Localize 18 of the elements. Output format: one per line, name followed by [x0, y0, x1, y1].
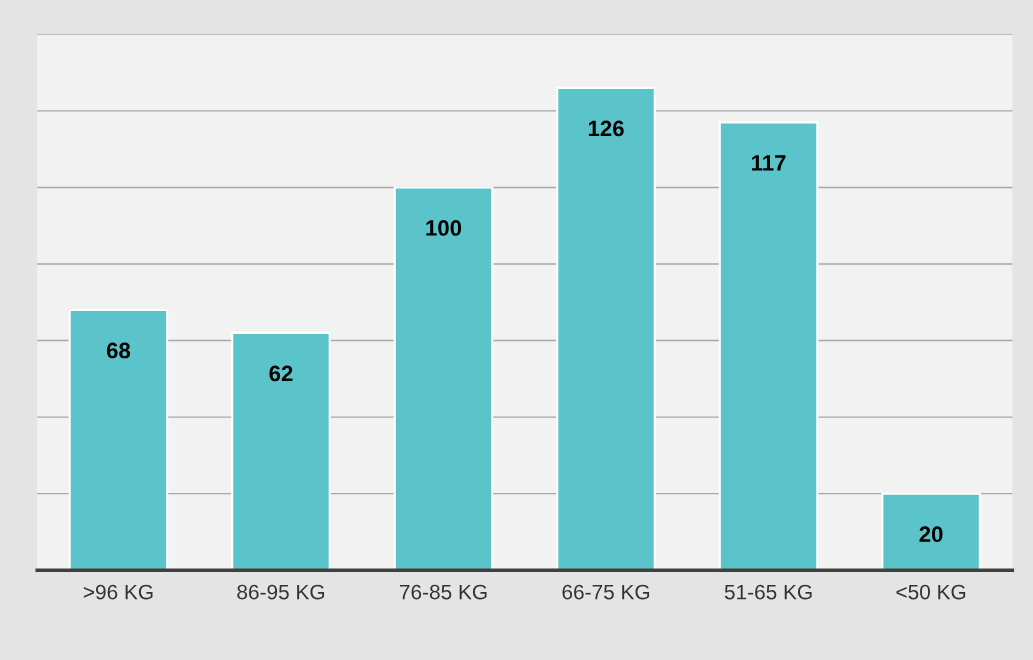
data-label: 100: [426, 220, 462, 236]
bar: [718, 121, 819, 571]
data-label: 68: [106, 342, 131, 359]
data-label: 126: [588, 120, 624, 137]
bar: [231, 331, 331, 571]
x-tick-label: 76-85 KG: [399, 584, 487, 600]
x-tick-label: 66-75 KG: [562, 584, 650, 600]
bar: [881, 492, 981, 571]
bar: [68, 308, 169, 571]
x-tick-label: >96 KG: [83, 584, 153, 600]
data-label: 20: [919, 526, 943, 543]
data-label: 62: [269, 365, 293, 382]
data-label: 117: [752, 155, 786, 171]
bar: [393, 186, 494, 571]
x-tick-label: 86-95 KG: [237, 584, 325, 600]
x-tick-label: 51-65 KG: [724, 584, 812, 600]
bar: [556, 86, 656, 571]
x-tick-label: <50 KG: [896, 584, 966, 600]
